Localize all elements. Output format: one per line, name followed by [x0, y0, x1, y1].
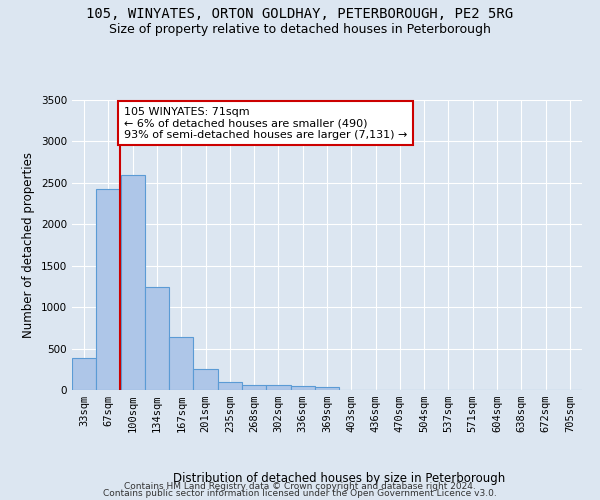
Text: 105, WINYATES, ORTON GOLDHAY, PETERBOROUGH, PE2 5RG: 105, WINYATES, ORTON GOLDHAY, PETERBOROU…	[86, 8, 514, 22]
Y-axis label: Number of detached properties: Number of detached properties	[22, 152, 35, 338]
Text: Distribution of detached houses by size in Peterborough: Distribution of detached houses by size …	[173, 472, 505, 485]
Bar	[169, 337, 193, 390]
Bar	[266, 385, 290, 390]
Bar	[315, 387, 339, 390]
Bar	[193, 369, 218, 390]
Bar	[218, 382, 242, 390]
Bar	[242, 384, 266, 390]
Bar	[145, 288, 169, 390]
Bar	[96, 190, 121, 390]
Bar	[72, 358, 96, 390]
Text: Size of property relative to detached houses in Peterborough: Size of property relative to detached ho…	[109, 22, 491, 36]
Text: Contains public sector information licensed under the Open Government Licence v3: Contains public sector information licen…	[103, 488, 497, 498]
Text: Contains HM Land Registry data © Crown copyright and database right 2024.: Contains HM Land Registry data © Crown c…	[124, 482, 476, 491]
Bar	[121, 174, 145, 390]
Bar	[290, 386, 315, 390]
Text: 105 WINYATES: 71sqm
← 6% of detached houses are smaller (490)
93% of semi-detach: 105 WINYATES: 71sqm ← 6% of detached hou…	[124, 106, 407, 140]
